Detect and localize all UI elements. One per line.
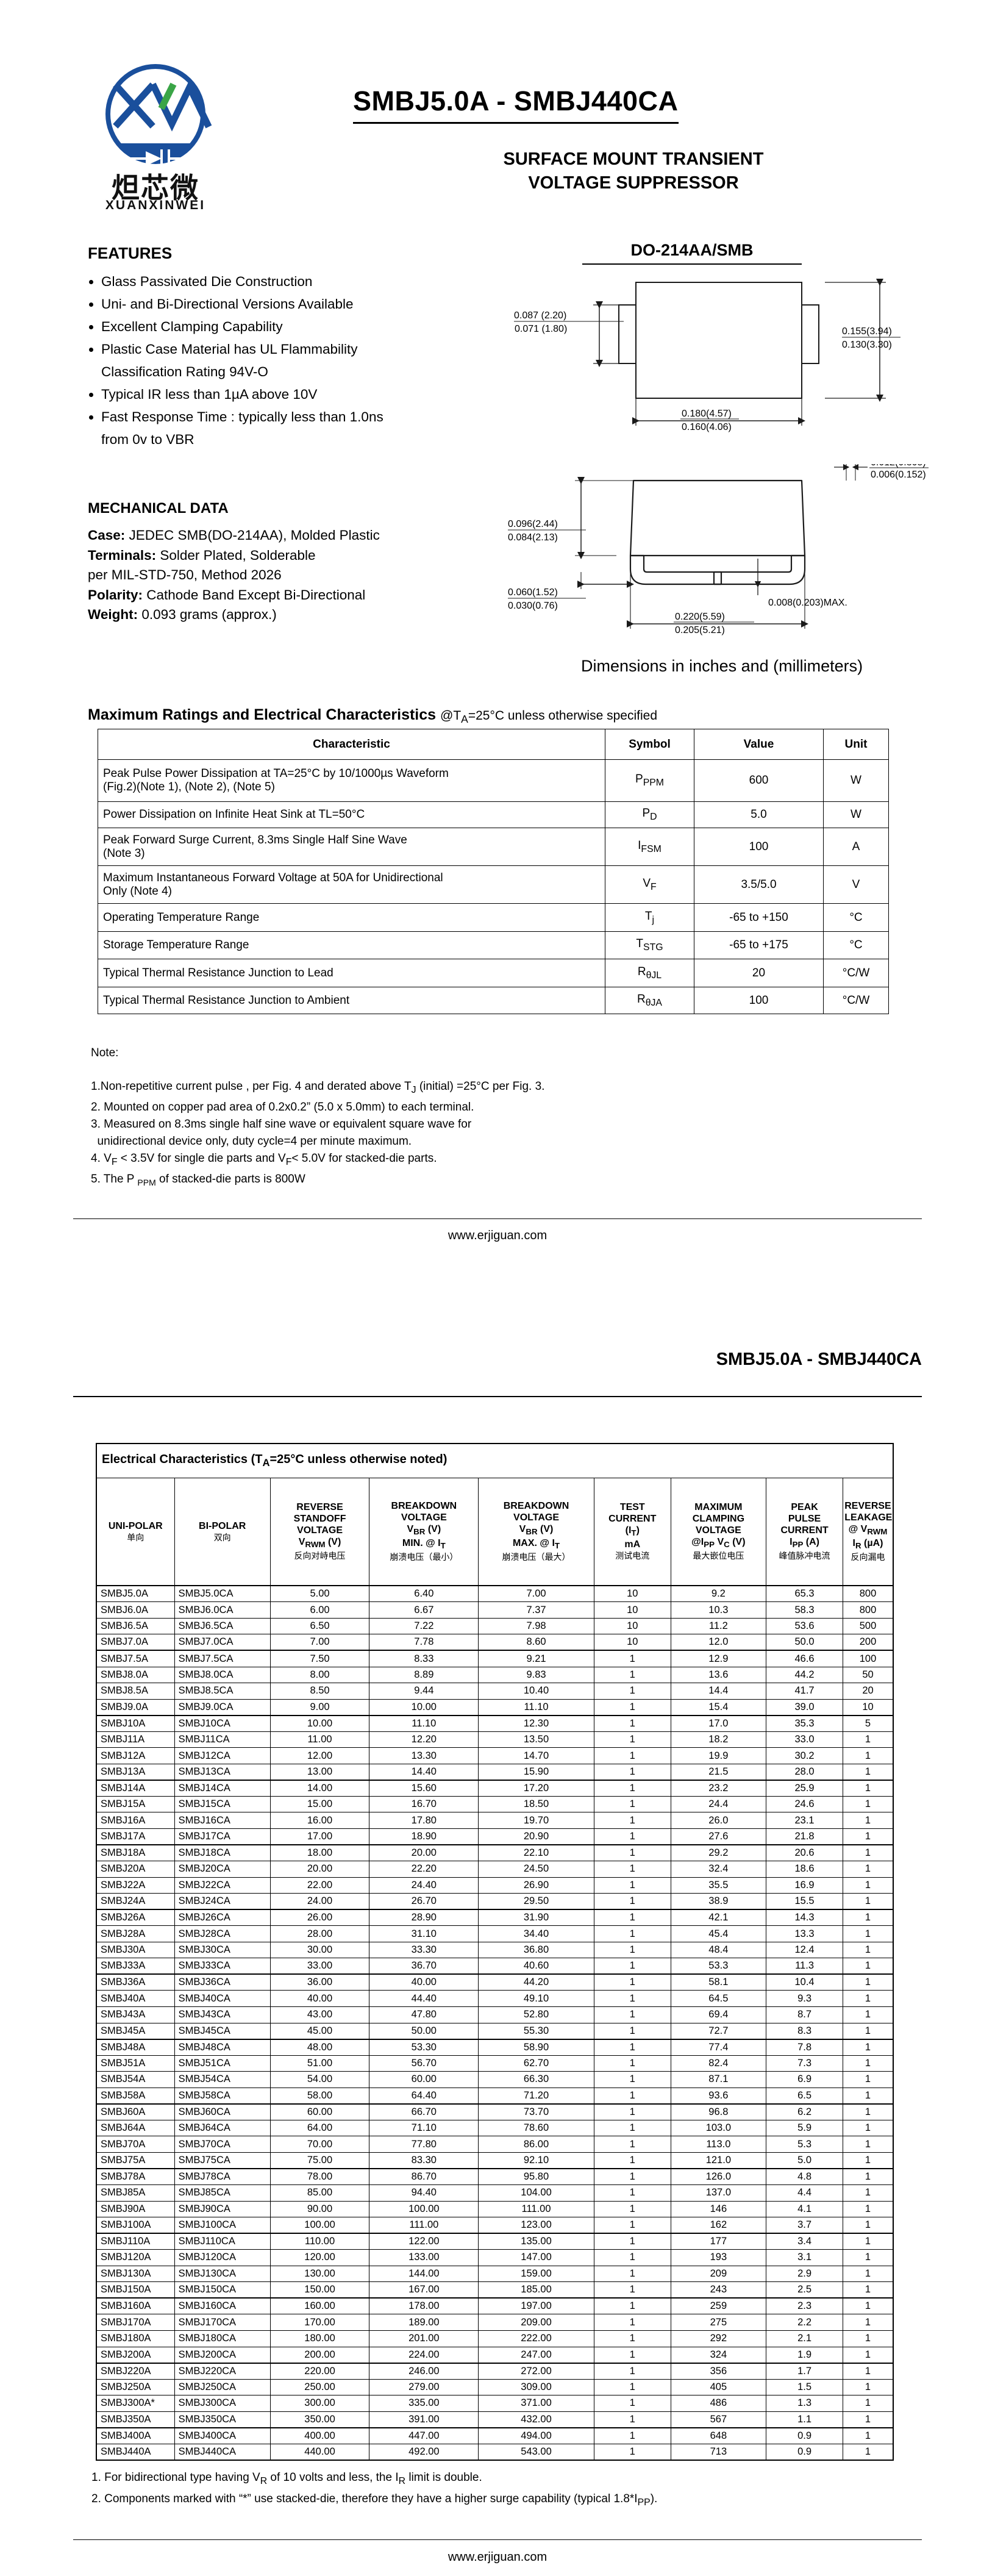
- svg-text:0.012(0.305): 0.012(0.305): [871, 464, 926, 468]
- svg-text:0.084(2.13): 0.084(2.13): [508, 532, 558, 543]
- svg-text:0.160(4.06): 0.160(4.06): [682, 422, 732, 432]
- svg-text:0.220(5.59): 0.220(5.59): [675, 612, 725, 622]
- svg-text:0.060(1.52): 0.060(1.52): [508, 587, 558, 598]
- svg-text:0.006(0.152): 0.006(0.152): [871, 470, 926, 480]
- svg-text:0.180(4.57): 0.180(4.57): [682, 409, 732, 419]
- svg-text:0.130(3.30): 0.130(3.30): [842, 340, 892, 350]
- svg-text:0.071 (1.80): 0.071 (1.80): [515, 324, 567, 334]
- svg-text:Dimensions in inches and (mill: Dimensions in inches and (millimeters): [581, 657, 863, 675]
- svg-text:0.155(3.94): 0.155(3.94): [842, 326, 892, 337]
- svg-text:0.096(2.44): 0.096(2.44): [508, 519, 558, 529]
- svg-text:0.087 (2.20): 0.087 (2.20): [514, 310, 566, 321]
- svg-text:0.030(0.76): 0.030(0.76): [508, 601, 558, 611]
- svg-text:0.008(0.203)MAX.: 0.008(0.203)MAX.: [768, 598, 847, 608]
- svg-text:0.205(5.21): 0.205(5.21): [675, 625, 725, 635]
